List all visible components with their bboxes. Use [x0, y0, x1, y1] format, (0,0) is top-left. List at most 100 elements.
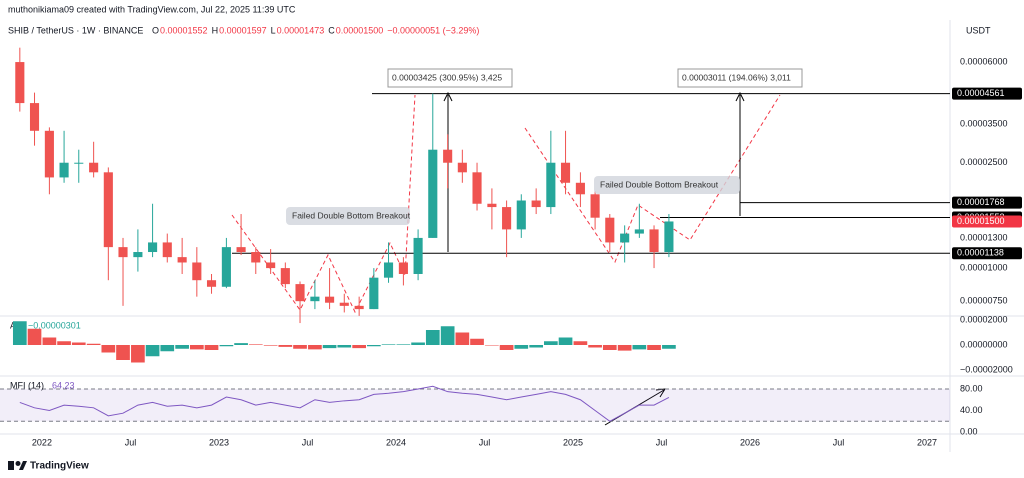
candle-body	[428, 149, 438, 238]
ao-bar	[175, 345, 189, 349]
annotation-box	[677, 68, 803, 88]
candle-body	[605, 217, 615, 243]
ao-bar	[352, 345, 366, 349]
candle-body	[15, 62, 25, 104]
indicator-value: −0.00000301	[28, 320, 81, 330]
candle-body	[280, 268, 290, 285]
candle-body	[59, 162, 69, 178]
annotation-box	[286, 207, 410, 225]
ohlc-value: 0.00001500	[336, 25, 384, 35]
ao-bar	[131, 345, 145, 363]
candle-body	[398, 262, 408, 274]
ao-bar	[293, 345, 307, 349]
ao-bar	[101, 345, 116, 353]
y-tick-label: 0.00001000	[960, 262, 1008, 272]
indicator-name: MFI (14)	[10, 380, 44, 390]
ao-bar	[485, 345, 499, 346]
candle-body	[590, 194, 600, 218]
y-tick-label: −0.00002000	[960, 364, 1013, 374]
ao-bar	[308, 345, 322, 350]
annotation: 0.00003011 (194.06%) 3,011	[682, 72, 791, 82]
ao-bar	[27, 328, 42, 345]
ao-bar	[366, 345, 381, 347]
candle-body	[206, 280, 217, 287]
ao-bar	[278, 345, 293, 347]
x-tick-label: 2027	[917, 437, 937, 447]
ohlc-value: 0.00001473	[277, 25, 325, 35]
candle-body	[516, 200, 526, 230]
candle-body	[546, 162, 556, 208]
ao-bar	[632, 345, 647, 350]
x-tick-label: Jul	[656, 437, 668, 447]
ao-bar	[263, 345, 278, 346]
ao-bar	[145, 345, 160, 357]
candle-body	[560, 162, 571, 183]
candle-body	[325, 296, 335, 303]
candle-body	[443, 149, 453, 163]
change: −0.00000051 (−3.29%)	[387, 25, 479, 35]
candle-body	[29, 103, 40, 131]
candle-body	[649, 229, 659, 253]
annotation-box	[387, 68, 513, 88]
price-tag-label: 0.00001500	[957, 216, 1005, 226]
y-tick-label: 0.00000000	[960, 339, 1008, 349]
ao-bar	[71, 342, 86, 345]
ao-bar	[219, 345, 234, 347]
symbol: SHIB / TetherUS · 1W · BINANCE	[8, 25, 143, 35]
ao-bar	[558, 337, 573, 345]
candle-body	[457, 162, 467, 173]
x-tick-label: 2026	[740, 437, 760, 447]
candle-body	[192, 262, 202, 281]
candle-body	[487, 203, 497, 208]
ao-bar	[440, 326, 455, 345]
currency: USDT	[966, 25, 991, 35]
x-tick-label: Jul	[479, 437, 491, 447]
price-tag-label: 0.00001138	[957, 248, 1004, 258]
price-tag	[952, 247, 1022, 260]
y-tick-label: 40.00	[960, 405, 983, 415]
ao-bar	[42, 337, 57, 345]
candle-body	[251, 252, 261, 263]
candle-body	[118, 247, 128, 258]
x-tick-label: Jul	[125, 437, 137, 447]
y-tick-label: 80.00	[960, 383, 983, 393]
candle-body	[310, 296, 320, 302]
candle-body	[502, 207, 512, 230]
annotation: 0.00003425 (300.95%) 3,425	[392, 72, 502, 82]
annotation: Failed Double Bottom Breakout	[292, 210, 411, 220]
ao-bar	[602, 345, 617, 350]
candle-body	[575, 182, 585, 195]
candle-body	[266, 262, 276, 269]
price-tag	[952, 196, 1022, 209]
ao-bar	[381, 344, 396, 345]
ao-bar	[514, 345, 529, 349]
ao-bar	[411, 342, 425, 345]
x-tick-label: 2022	[32, 437, 52, 447]
ao-bar	[204, 345, 219, 350]
ohlc-value: 0.00001597	[219, 25, 267, 35]
candle-body	[620, 233, 630, 243]
ao-bar	[160, 345, 175, 352]
x-tick-label: Jul	[833, 437, 845, 447]
y-tick-label: 0.00001300	[960, 232, 1008, 242]
y-tick-label: 0.00002500	[960, 157, 1008, 167]
candle-body	[133, 252, 143, 258]
price-tag-label: 0.00001768	[957, 197, 1005, 207]
ao-bar	[544, 341, 558, 345]
annotation: Failed Double Bottom Breakout	[600, 179, 719, 189]
ao-bar	[573, 341, 588, 345]
ao-bar	[662, 345, 676, 349]
y-tick-label: 0.00006000	[960, 56, 1008, 66]
ao-bar	[189, 345, 204, 350]
brand: TradingView	[30, 461, 89, 472]
indicator-value: 64.23	[52, 380, 75, 390]
x-tick-label: 2023	[209, 437, 229, 447]
projection	[524, 94, 781, 264]
logo	[8, 461, 27, 470]
candle-body	[177, 257, 187, 263]
candle-body	[383, 262, 394, 278]
x-tick-label: 2024	[386, 437, 406, 447]
ao-bar	[57, 341, 71, 345]
ao-bar	[248, 344, 263, 345]
